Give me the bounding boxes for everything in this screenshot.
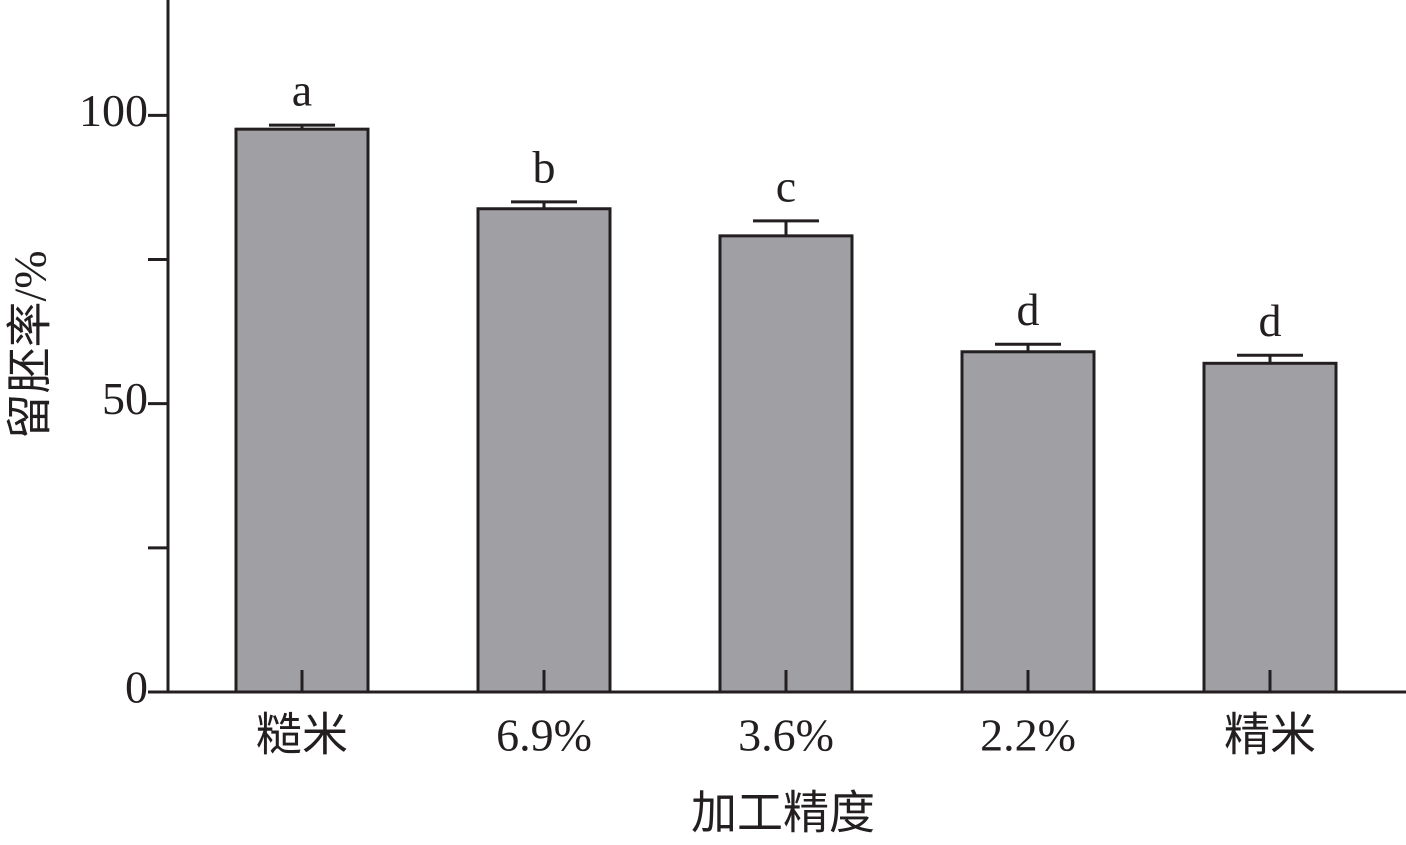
- y-tick-label: 50: [102, 373, 148, 424]
- significance-label: d: [1017, 284, 1040, 335]
- x-tick-label: 3.6%: [738, 710, 834, 761]
- significance-label: a: [292, 65, 312, 116]
- x-tick-label: 糙米: [256, 710, 348, 761]
- significance-label: d: [1259, 295, 1282, 346]
- bar: [960, 350, 1096, 694]
- significance-label: c: [776, 160, 796, 211]
- bar: [234, 127, 370, 694]
- x-axis-label: 加工精度: [691, 788, 875, 839]
- bar: [718, 234, 854, 694]
- significance-label: b: [533, 141, 556, 192]
- bar: [476, 207, 612, 694]
- bar: [1202, 361, 1338, 694]
- y-tick-label: 0: [125, 662, 148, 713]
- x-tick-label: 6.9%: [496, 710, 592, 761]
- x-tick-label: 精米: [1224, 710, 1316, 761]
- x-tick-label: 2.2%: [980, 710, 1076, 761]
- y-axis-label: 留胚率/%: [5, 250, 56, 439]
- y-tick-label: 100: [79, 85, 148, 136]
